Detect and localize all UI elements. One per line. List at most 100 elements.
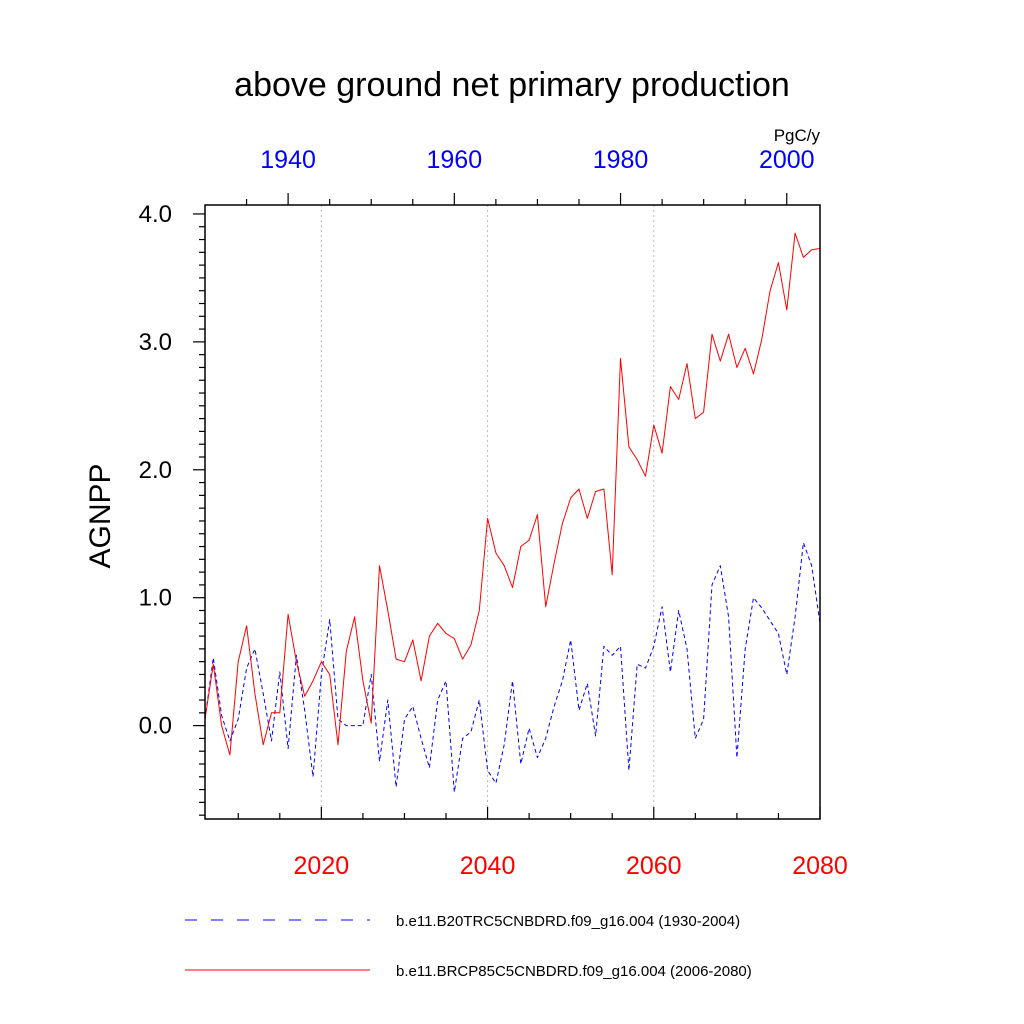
data-point-rcp85	[703, 412, 704, 413]
data-point-historical	[462, 738, 463, 739]
data-point-historical	[429, 767, 430, 768]
y-tick-label: 0.0	[139, 713, 172, 740]
data-point-historical	[770, 620, 771, 621]
data-point-rcp85	[736, 367, 737, 368]
data-point-historical	[529, 728, 530, 729]
data-point-rcp85	[578, 488, 579, 489]
vertical-gridlines	[320, 205, 655, 819]
data-point-historical	[695, 738, 696, 739]
data-point-historical	[670, 671, 671, 672]
data-point-historical	[620, 646, 621, 647]
data-point-historical	[653, 646, 654, 647]
data-point-rcp85	[529, 540, 530, 541]
data-point-rcp85	[279, 712, 280, 713]
data-point-historical	[213, 657, 214, 658]
data-point-historical	[570, 639, 571, 640]
data-point-historical	[487, 770, 488, 771]
data-point-historical	[711, 584, 712, 585]
legend-label-rcp85: b.e11.BRCP85C5CNBDRD.f09_g16.004 (2006-2…	[396, 963, 752, 980]
data-point-rcp85	[404, 661, 405, 662]
data-point-historical	[512, 680, 513, 681]
data-point-historical	[645, 668, 646, 669]
data-point-historical	[254, 648, 255, 649]
data-point-historical	[346, 725, 347, 726]
data-point-historical	[371, 674, 372, 675]
data-point-historical	[637, 664, 638, 665]
plot-frame	[204, 204, 821, 820]
data-point-historical	[479, 699, 480, 700]
data-point-historical	[354, 725, 355, 726]
data-point-historical	[362, 725, 363, 726]
x-top-tick-label: 1940	[260, 146, 316, 174]
data-point-historical	[238, 719, 239, 720]
data-point-rcp85	[612, 574, 613, 575]
data-point-historical	[728, 616, 729, 617]
data-point-historical	[703, 719, 704, 720]
x-bottom-tick-label: 2020	[294, 852, 350, 880]
data-point-rcp85	[786, 309, 787, 310]
data-point-rcp85	[512, 587, 513, 588]
data-point-historical	[786, 674, 787, 675]
y-tick-label: 4.0	[139, 201, 172, 228]
x-top-tick-label: 1960	[427, 146, 483, 174]
data-point-rcp85	[570, 497, 571, 498]
x-top-tick-label: 1980	[593, 146, 649, 174]
data-point-historical	[745, 648, 746, 649]
data-point-rcp85	[229, 754, 230, 755]
data-point-historical	[263, 693, 264, 694]
data-point-rcp85	[770, 290, 771, 291]
data-point-rcp85	[271, 712, 272, 713]
data-point-historical	[578, 710, 579, 711]
data-point-rcp85	[312, 680, 313, 681]
data-point-rcp85	[371, 723, 372, 724]
data-point-rcp85	[745, 348, 746, 349]
data-point-rcp85	[329, 674, 330, 675]
data-point-historical	[545, 738, 546, 739]
x-top-tick-label: 2000	[759, 146, 815, 174]
data-point-rcp85	[213, 664, 214, 665]
data-point-historical	[387, 699, 388, 700]
data-point-rcp85	[720, 361, 721, 362]
data-point-rcp85	[811, 249, 812, 250]
data-point-rcp85	[479, 610, 480, 611]
data-point-historical	[736, 757, 737, 758]
data-point-historical	[520, 763, 521, 764]
data-point-rcp85	[753, 373, 754, 374]
data-point-historical	[288, 748, 289, 749]
data-point-rcp85	[362, 680, 363, 681]
data-point-rcp85	[470, 644, 471, 645]
data-point-rcp85	[254, 693, 255, 694]
data-point-rcp85	[620, 358, 621, 359]
data-point-historical	[587, 683, 588, 684]
data-point-rcp85	[695, 418, 696, 419]
data-point-rcp85	[603, 488, 604, 489]
data-point-rcp85	[670, 386, 671, 387]
data-point-historical	[720, 565, 721, 566]
data-point-historical	[537, 757, 538, 758]
data-point-historical	[686, 648, 687, 649]
data-point-rcp85	[595, 491, 596, 492]
data-point-rcp85	[554, 563, 555, 564]
data-point-rcp85	[587, 518, 588, 519]
data-point-historical	[271, 740, 272, 741]
data-point-rcp85	[487, 518, 488, 519]
data-point-rcp85	[246, 625, 247, 626]
x-bottom-tick-label: 2060	[626, 852, 682, 880]
data-point-historical	[761, 607, 762, 608]
axis-ticks	[193, 193, 821, 819]
data-point-historical	[470, 731, 471, 732]
legend: b.e11.B20TRC5CNBDRD.f09_g16.004 (1930-20…	[185, 913, 752, 980]
series-line-rcp85	[204, 232, 821, 756]
data-point-rcp85	[437, 623, 438, 624]
data-point-rcp85	[354, 616, 355, 617]
data-point-historical	[404, 719, 405, 720]
data-point-historical	[445, 680, 446, 681]
data-point-rcp85	[678, 399, 679, 400]
data-point-rcp85	[778, 262, 779, 263]
data-point-historical	[421, 738, 422, 739]
data-point-rcp85	[495, 552, 496, 553]
data-point-historical	[412, 706, 413, 707]
data-point-historical	[279, 671, 280, 672]
data-point-rcp85	[387, 610, 388, 611]
data-point-rcp85	[520, 546, 521, 547]
